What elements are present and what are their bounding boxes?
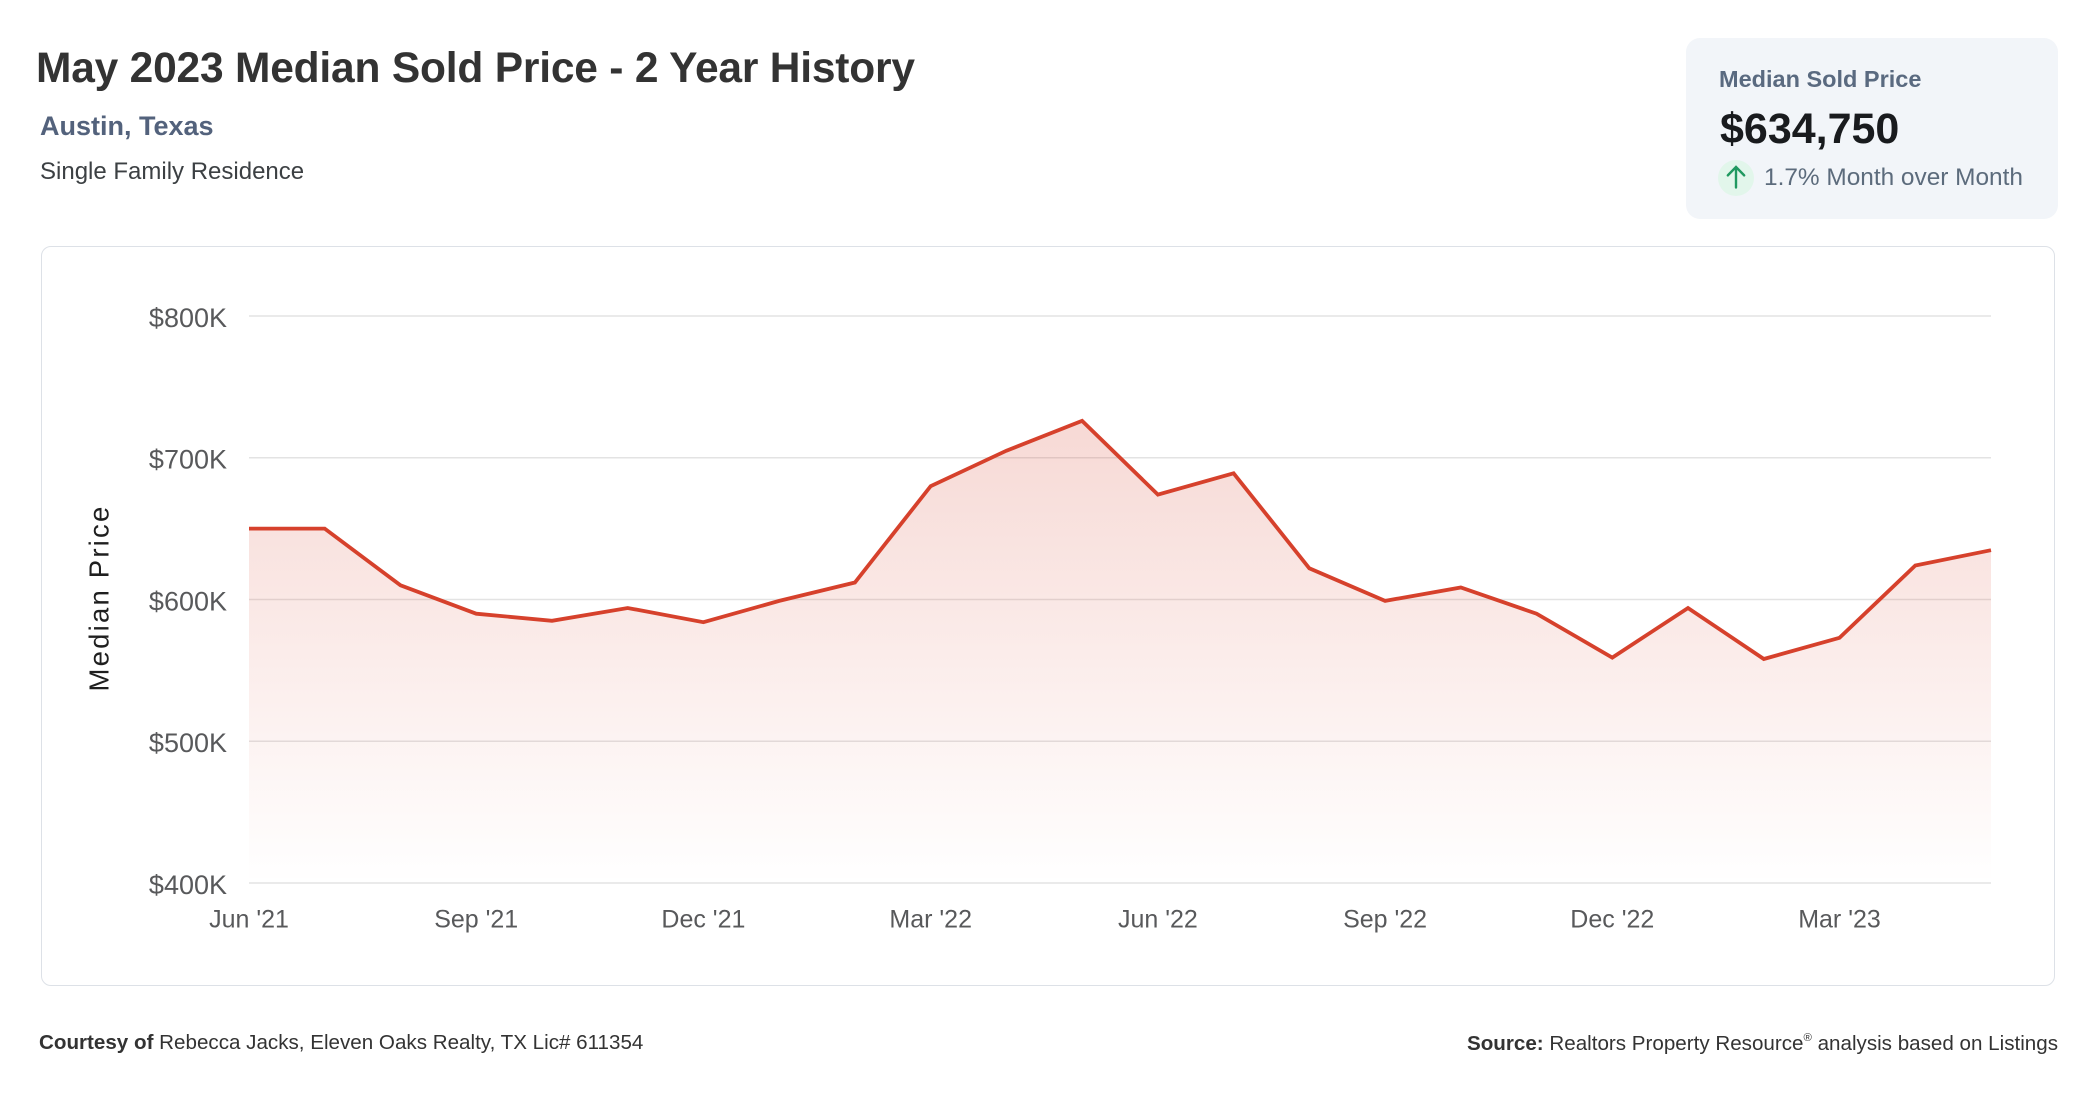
svg-text:Dec '22: Dec '22: [1570, 906, 1654, 934]
svg-text:Median Price: Median Price: [84, 505, 115, 692]
svg-text:Sep '22: Sep '22: [1343, 906, 1427, 934]
svg-text:Jun '21: Jun '21: [209, 906, 289, 934]
svg-text:Jun '22: Jun '22: [1118, 906, 1198, 934]
svg-text:Dec '21: Dec '21: [661, 906, 745, 934]
svg-text:$600K: $600K: [149, 587, 227, 617]
svg-text:$400K: $400K: [149, 870, 227, 900]
svg-text:$700K: $700K: [149, 445, 227, 475]
svg-text:Sep '21: Sep '21: [434, 906, 518, 934]
svg-text:Mar '23: Mar '23: [1798, 906, 1881, 934]
svg-text:Mar '22: Mar '22: [889, 906, 972, 934]
svg-text:$800K: $800K: [149, 303, 227, 333]
svg-text:$500K: $500K: [149, 728, 227, 758]
